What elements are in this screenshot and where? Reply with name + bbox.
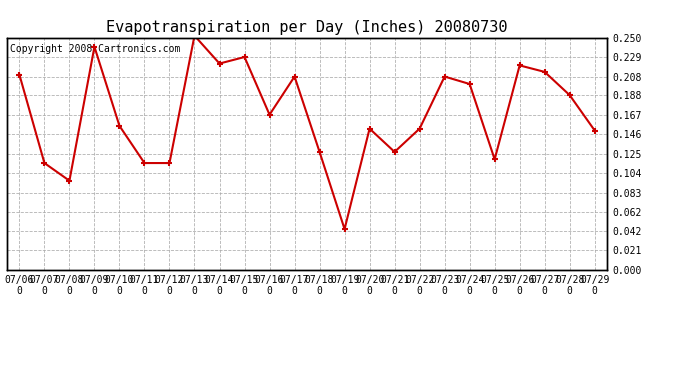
- Title: Evapotranspiration per Day (Inches) 20080730: Evapotranspiration per Day (Inches) 2008…: [106, 20, 508, 35]
- Text: Copyright 2008 Cartronics.com: Copyright 2008 Cartronics.com: [10, 45, 180, 54]
